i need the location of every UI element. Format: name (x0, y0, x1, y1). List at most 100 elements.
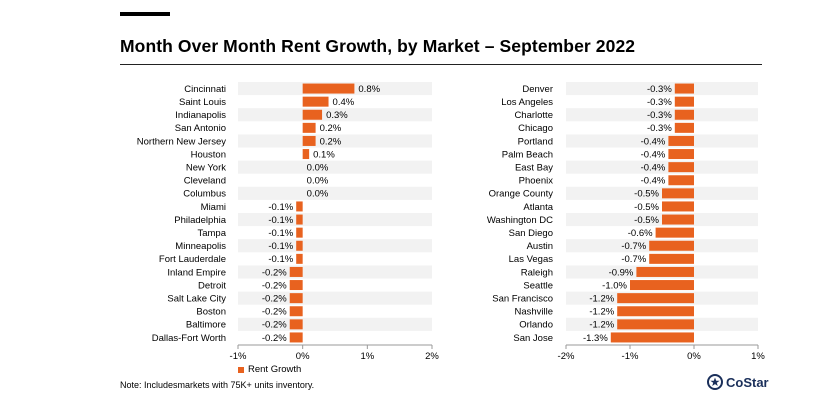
left-category-label: Detroit (198, 280, 226, 291)
right-category-label: Las Vegas (509, 254, 554, 265)
footnote: Note: Includesmarkets with 75K+ units in… (120, 380, 315, 390)
right-category-label: San Francisco (492, 293, 553, 304)
left-data-label: 0.1% (313, 149, 335, 160)
left-data-label: -0.1% (268, 228, 293, 239)
right-category-label: Seattle (523, 280, 553, 291)
left-bar (296, 214, 303, 225)
left-bar (296, 201, 303, 212)
right-category-label: Austin (527, 241, 553, 252)
left-category-label: Philadelphia (174, 215, 226, 226)
right-bar (662, 201, 694, 212)
left-category-label: Minneapolis (175, 241, 226, 252)
left-bar (289, 306, 303, 317)
right-band (566, 108, 758, 122)
left-data-label: 0.2% (320, 123, 342, 134)
left-category-label: Cincinnati (184, 84, 226, 95)
right-bar (674, 109, 694, 120)
right-data-label: -0.7% (621, 241, 646, 252)
right-category-label: Orange County (489, 189, 554, 200)
left-data-label: -0.1% (268, 241, 293, 252)
left-bar (302, 122, 316, 133)
left-band (238, 134, 432, 148)
left-category-label: Baltimore (186, 320, 226, 331)
right-bar (655, 227, 694, 238)
left-x-tick-label: 2% (425, 351, 439, 362)
right-bar (668, 135, 694, 146)
left-data-label: -0.2% (262, 280, 287, 291)
right-data-label: -0.5% (634, 202, 659, 213)
right-x-tick-label: -2% (558, 351, 575, 362)
right-bar (630, 280, 694, 291)
left-category-label: Columbus (183, 189, 226, 200)
left-data-label: 0.0% (307, 176, 329, 187)
left-data-label: 0.4% (333, 97, 355, 108)
right-category-label: Raleigh (521, 267, 553, 278)
right-data-label: -1.2% (589, 307, 614, 318)
left-bar (302, 96, 329, 107)
right-data-label: -0.4% (641, 176, 666, 187)
right-bar (610, 332, 694, 343)
left-band (238, 317, 432, 331)
left-data-label: 0.0% (307, 189, 329, 200)
chart-title: Month Over Month Rent Growth, by Market … (120, 36, 636, 56)
right-bar (674, 122, 694, 133)
left-data-label: -0.1% (268, 215, 293, 226)
left-category-label: Salt Lake City (167, 293, 226, 304)
right-bar (617, 293, 694, 304)
left-bar (296, 253, 303, 264)
left-category-label: Northern New Jersey (137, 136, 226, 147)
right-category-label: East Bay (515, 162, 553, 173)
right-category-label: Palm Beach (502, 149, 553, 160)
left-bar (302, 135, 316, 146)
right-band (566, 160, 758, 174)
left-category-label: Fort Lauderdale (159, 254, 226, 265)
right-bar (617, 319, 694, 330)
right-bar (668, 162, 694, 173)
right-bar (668, 149, 694, 160)
left-band (238, 160, 432, 174)
right-bar (636, 266, 694, 277)
right-data-label: -0.5% (634, 215, 659, 226)
left-band (238, 108, 432, 122)
right-bar (649, 240, 694, 251)
right-data-label: -1.2% (589, 320, 614, 331)
right-category-label: Los Angeles (501, 97, 553, 108)
left-bar (302, 109, 323, 120)
title-accent-bar (120, 12, 170, 16)
right-category-label: Phoenix (519, 176, 554, 187)
right-band (566, 82, 758, 96)
right-category-label: Charlotte (514, 110, 553, 121)
right-data-label: -0.3% (647, 110, 672, 121)
right-data-label: -0.3% (647, 84, 672, 95)
left-data-label: 0.3% (326, 110, 348, 121)
left-data-label: -0.2% (262, 307, 287, 318)
right-x-tick-label: 1% (751, 351, 765, 362)
left-category-label: Houston (191, 149, 226, 160)
left-category-label: New York (186, 162, 226, 173)
right-category-label: Nashville (514, 307, 553, 318)
left-band (238, 213, 432, 227)
left-category-label: Boston (196, 307, 226, 318)
left-bar (302, 149, 310, 160)
right-bar (617, 306, 694, 317)
left-category-label: Inland Empire (167, 267, 226, 278)
left-x-tick-label: -1% (230, 351, 247, 362)
right-category-label: Chicago (518, 123, 553, 134)
costar-star-icon (707, 374, 723, 390)
right-bar (674, 83, 694, 94)
left-data-label: 0.8% (358, 84, 380, 95)
right-bar (674, 96, 694, 107)
right-band (566, 134, 758, 148)
left-x-tick-label: 1% (360, 351, 374, 362)
right-data-label: -0.3% (647, 123, 672, 134)
left-data-label: -0.2% (262, 320, 287, 331)
logo-text: CoStar (726, 374, 769, 390)
left-data-label: -0.2% (262, 333, 287, 344)
left-data-label: -0.1% (268, 202, 293, 213)
right-data-label: -0.3% (647, 97, 672, 108)
left-data-label: -0.2% (262, 293, 287, 304)
left-category-label: San Antonio (175, 123, 226, 134)
right-category-label: Washington DC (487, 215, 553, 226)
right-x-tick-label: 0% (687, 351, 701, 362)
